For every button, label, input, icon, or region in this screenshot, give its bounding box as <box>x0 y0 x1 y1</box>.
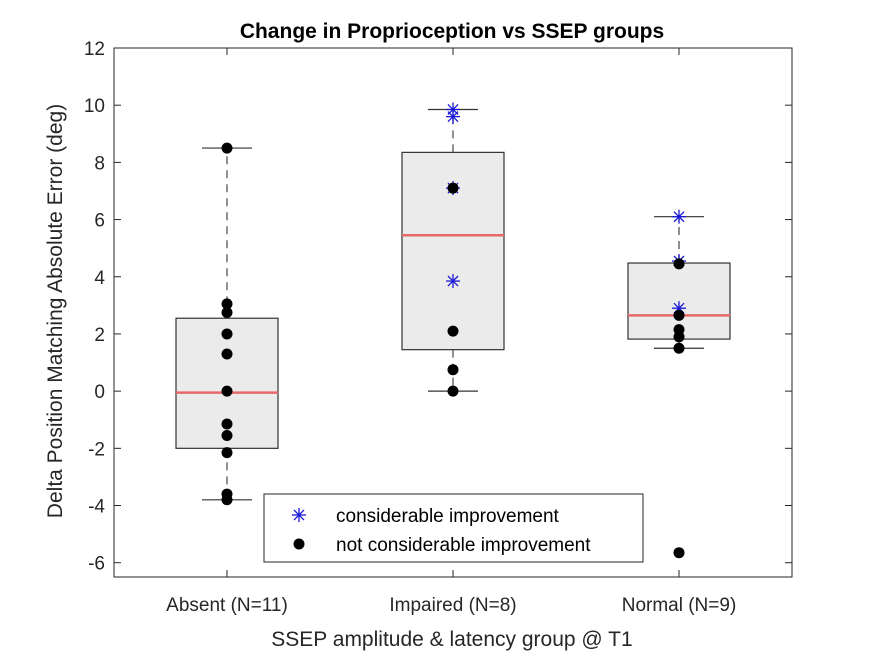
y-tick-label: -2 <box>88 439 105 460</box>
data-point-considerable <box>672 209 686 224</box>
legend-label-not-considerable: not considerable improvement <box>336 535 591 556</box>
legend-label-considerable: considerable improvement <box>336 506 560 527</box>
legend-asterisk-icon <box>292 508 306 522</box>
data-point-considerable <box>446 274 460 289</box>
data-point-not-considerable <box>673 258 685 270</box>
legend-box <box>263 493 644 563</box>
data-point-not-considerable <box>221 429 233 441</box>
x-tick-label: Absent (N=11) <box>166 595 288 616</box>
y-tick-label: 8 <box>94 153 105 174</box>
data-point-not-considerable <box>221 298 233 310</box>
y-tick-label: -4 <box>88 497 105 518</box>
data-point-not-considerable <box>221 447 233 459</box>
data-point-considerable <box>446 109 460 124</box>
x-tick-label: Impaired (N=8) <box>389 595 516 616</box>
legend: considerable improvement not considerable… <box>263 493 644 563</box>
chart-title: Change in Proprioception vs SSEP groups <box>240 20 664 43</box>
data-point-not-considerable <box>221 142 233 154</box>
y-tick-label: 0 <box>94 382 105 403</box>
data-point-not-considerable <box>447 325 459 337</box>
data-point-not-considerable <box>447 364 459 376</box>
data-point-not-considerable <box>673 342 685 354</box>
data-point-not-considerable <box>221 418 233 430</box>
data-point-not-considerable <box>447 182 459 194</box>
data-point-not-considerable <box>221 307 233 318</box>
plot-area: -6 -4 -2 0 2 4 6 8 10 12 Absent (N=11) Impaired (N=… <box>84 39 793 616</box>
asterisk-stroke <box>673 211 685 223</box>
x-tick-label: Normal (N=9) <box>622 595 737 616</box>
y-tick-label: -6 <box>88 554 105 575</box>
legend-dot-icon <box>293 538 305 550</box>
y-tick-label: 10 <box>84 96 105 117</box>
y-tick-label: 6 <box>94 211 105 232</box>
box-group <box>401 108 505 392</box>
data-point-not-considerable <box>221 348 233 360</box>
asterisk-stroke <box>293 509 305 521</box>
y-tick-label: 2 <box>94 325 105 346</box>
box-group <box>175 147 279 501</box>
x-axis-label: SSEP amplitude & latency group @ T1 <box>271 628 632 651</box>
asterisk-stroke <box>447 111 459 123</box>
data-point-not-considerable <box>221 494 233 506</box>
data-point-not-considerable <box>673 547 685 559</box>
data-point-not-considerable <box>221 385 233 397</box>
y-tick-label: 12 <box>84 39 105 60</box>
data-point-not-considerable <box>673 309 685 321</box>
data-point-not-considerable <box>221 328 233 340</box>
data-point-not-considerable <box>673 331 685 343</box>
data-point-not-considerable <box>447 385 459 397</box>
asterisk-stroke <box>447 275 459 287</box>
y-axis-label: Delta Position Matching Absolute Error (… <box>44 104 67 518</box>
y-tick-label: 4 <box>94 268 105 289</box>
